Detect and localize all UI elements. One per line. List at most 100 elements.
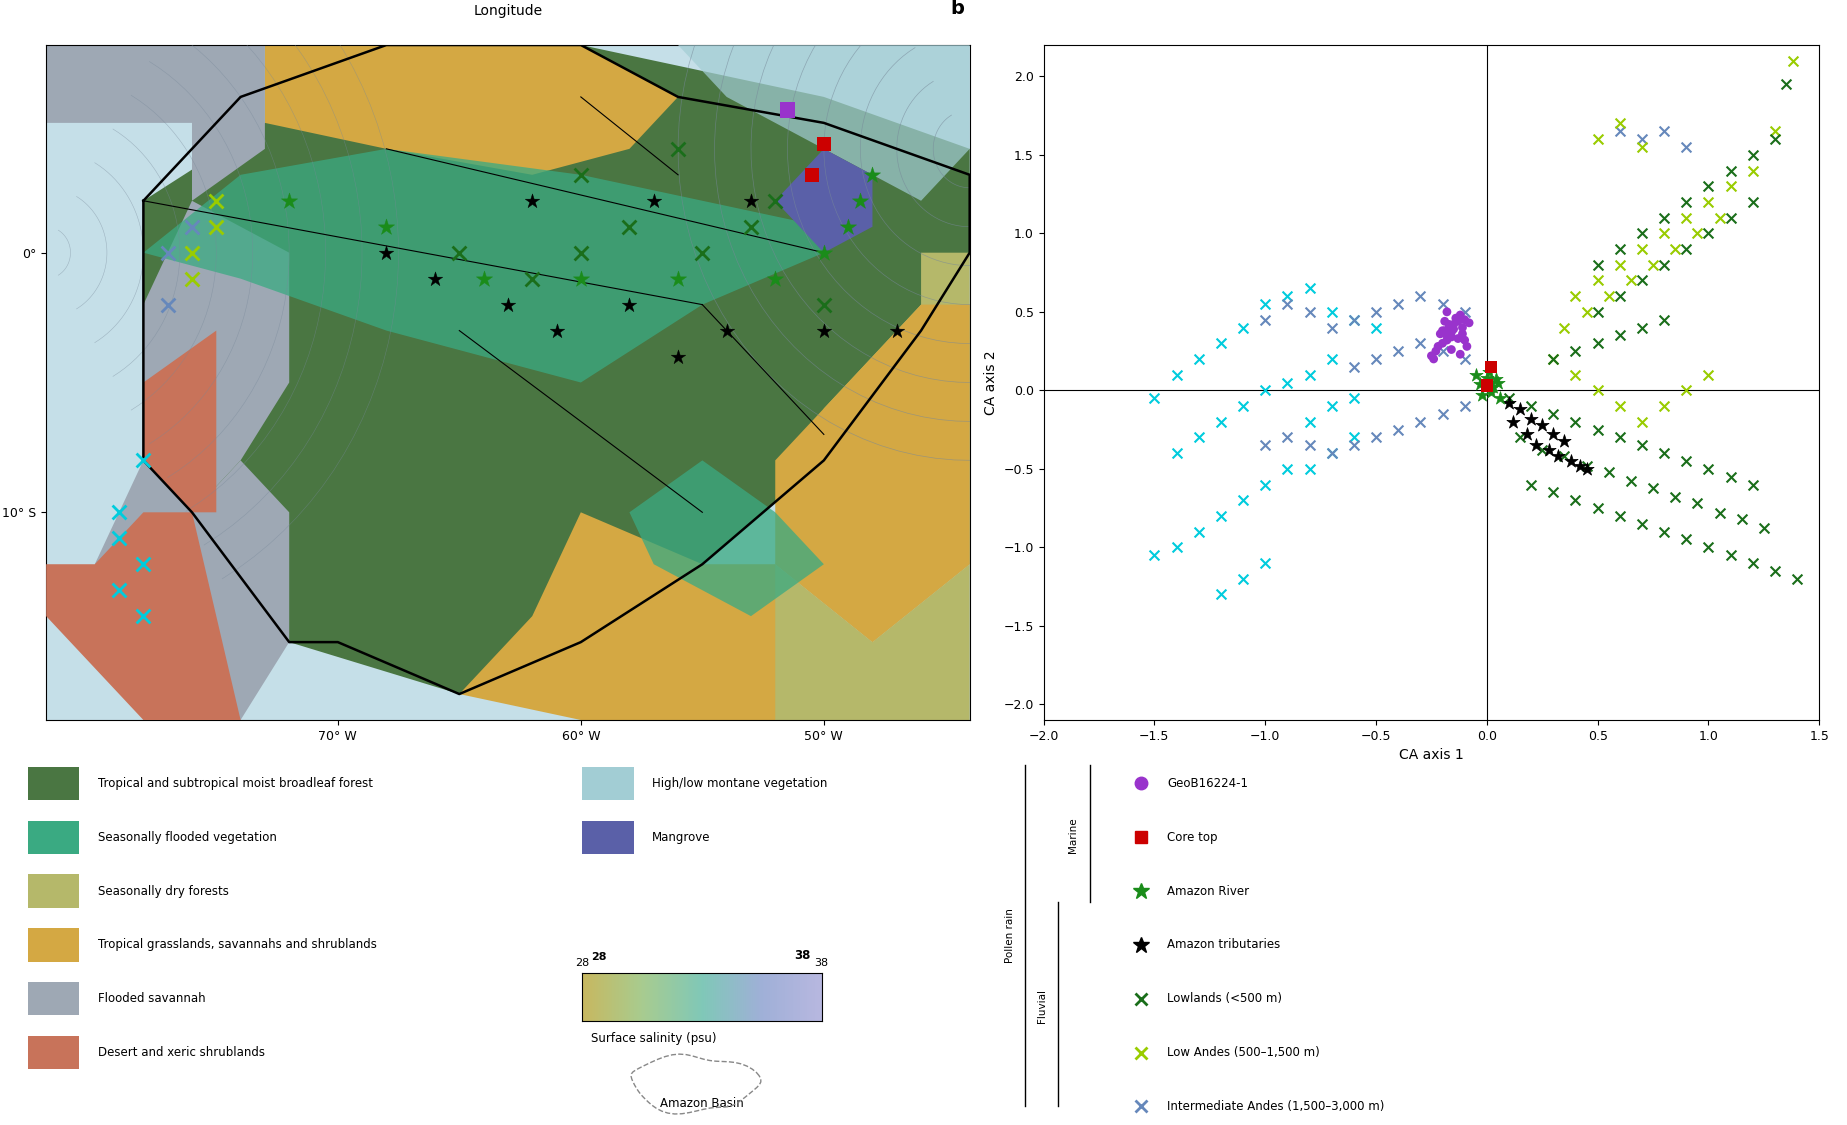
Point (809, 135, 839, 153)
Point (1716, 546, 1745, 564)
Point (1273, 287, 1302, 305)
Point (103, 503, 133, 521)
Point (1594, 464, 1624, 482)
Point (615, 296, 645, 314)
Point (1672, 138, 1701, 156)
Point (1583, 255, 1612, 273)
Point (1542, 448, 1572, 466)
Point (1694, 539, 1723, 557)
Point (177, 244, 207, 262)
Point (1481, 370, 1511, 388)
Point (1716, 178, 1745, 196)
Point (883, 322, 912, 340)
Polygon shape (776, 253, 970, 642)
Point (1605, 507, 1635, 525)
Text: Lowlands (<500 m): Lowlands (<500 m) (1167, 992, 1282, 1006)
Point (1627, 318, 1657, 336)
Point (1649, 255, 1679, 273)
Point (1557, 452, 1587, 470)
Point (1450, 397, 1479, 415)
Point (1485, 389, 1515, 407)
Point (1417, 346, 1446, 364)
Point (1273, 295, 1302, 313)
Point (1461, 366, 1491, 384)
Polygon shape (776, 305, 970, 642)
Polygon shape (702, 565, 970, 720)
Point (1317, 350, 1346, 368)
Point (1539, 350, 1568, 368)
Point (1649, 224, 1679, 242)
Point (1605, 429, 1635, 447)
Point (1439, 321, 1468, 339)
Text: Amazon tributaries: Amazon tributaries (1167, 938, 1280, 952)
Point (1583, 271, 1612, 289)
Point (1605, 123, 1635, 141)
Point (1561, 342, 1590, 360)
Point (1339, 429, 1369, 447)
Point (541, 322, 571, 340)
Point (1228, 397, 1258, 415)
Text: High/low montane vegetation: High/low montane vegetation (652, 777, 827, 790)
Point (1468, 386, 1498, 404)
Polygon shape (46, 45, 290, 512)
Point (1583, 130, 1612, 148)
Point (1295, 303, 1324, 321)
Point (1317, 397, 1346, 415)
Point (1638, 255, 1668, 273)
Point (517, 191, 547, 209)
Point (1418, 350, 1448, 368)
Point (153, 244, 183, 262)
Point (1428, 342, 1457, 360)
Point (1439, 315, 1468, 333)
Text: GeoB16224-1: GeoB16224-1 (1167, 777, 1249, 790)
Point (1782, 569, 1812, 587)
Point (1476, 382, 1505, 400)
Point (1206, 334, 1236, 352)
Point (445, 244, 475, 262)
Point (1450, 310, 1479, 328)
Point (1627, 130, 1657, 148)
Point (1527, 416, 1557, 434)
Point (1649, 523, 1679, 541)
Text: Desert and xeric shrublands: Desert and xeric shrublands (98, 1046, 264, 1059)
Point (1295, 436, 1324, 454)
Point (1694, 366, 1723, 384)
Point (1672, 208, 1701, 226)
Point (1428, 334, 1457, 352)
Point (1450, 331, 1479, 349)
Polygon shape (46, 512, 240, 720)
Point (1572, 460, 1601, 478)
Point (1295, 460, 1324, 478)
Point (493, 296, 523, 314)
Point (1383, 421, 1413, 439)
Point (1672, 381, 1701, 399)
Point (1140, 389, 1169, 407)
Point (1361, 350, 1391, 368)
Point (177, 218, 207, 236)
Point (1424, 338, 1454, 356)
Polygon shape (94, 460, 290, 720)
Point (1431, 331, 1461, 349)
Point (809, 296, 839, 314)
Point (1760, 130, 1790, 148)
Point (1738, 146, 1768, 164)
Point (1228, 318, 1258, 336)
Point (1361, 318, 1391, 336)
Point (1583, 500, 1612, 518)
Point (1516, 410, 1546, 428)
Point (1771, 75, 1801, 93)
Point (1616, 472, 1646, 490)
Point (1383, 342, 1413, 360)
Point (1339, 310, 1369, 328)
Point (639, 191, 669, 209)
Point (1705, 208, 1734, 226)
Point (1539, 484, 1568, 502)
Point (1430, 313, 1459, 331)
Point (1716, 468, 1745, 486)
Point (1513, 425, 1542, 443)
Point (1649, 444, 1679, 462)
Text: b: b (951, 0, 964, 18)
Point (1317, 444, 1346, 462)
Point (1527, 441, 1557, 459)
Point (1443, 330, 1472, 348)
